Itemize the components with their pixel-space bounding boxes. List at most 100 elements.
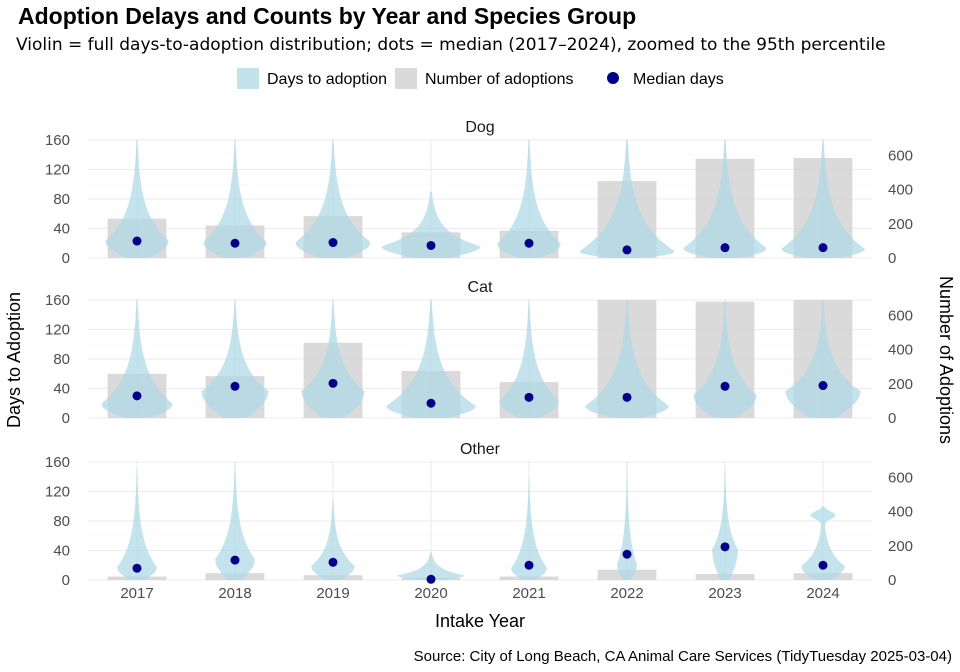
median-point xyxy=(328,378,338,388)
median-point xyxy=(720,381,730,391)
legend-swatch-days xyxy=(237,68,259,89)
x-tick-label: 2019 xyxy=(316,585,349,602)
panel-label: Cat xyxy=(468,279,493,296)
y-tick-label: 80 xyxy=(53,513,70,530)
violin xyxy=(584,300,670,418)
median-point xyxy=(230,238,240,248)
y-tick-label: 160 xyxy=(45,132,70,149)
violin xyxy=(499,300,559,418)
violin xyxy=(396,552,466,580)
y-tick-label: 0 xyxy=(62,572,70,589)
median-point xyxy=(622,245,632,255)
y-tick-label: 0 xyxy=(62,410,70,427)
legend-swatch-median xyxy=(607,72,619,84)
legend-label-median: Median days xyxy=(633,71,724,88)
median-point xyxy=(818,560,828,570)
median-point xyxy=(818,243,828,253)
y-tick-label: 160 xyxy=(45,292,70,309)
median-point xyxy=(132,391,142,401)
violin xyxy=(105,140,169,258)
y-right-tick-label: 600 xyxy=(888,147,913,164)
x-axis-title: Intake Year xyxy=(435,611,525,631)
median-point xyxy=(524,560,534,570)
median-point xyxy=(426,240,436,250)
x-tick-label: 2023 xyxy=(708,585,741,602)
median-point xyxy=(328,238,338,248)
legend-label-count: Number of adoptions xyxy=(425,71,574,88)
violin xyxy=(579,140,675,258)
legend: Days to adoption Number of adoptions Med… xyxy=(237,68,724,89)
panel-label: Dog xyxy=(465,119,494,136)
violin xyxy=(617,462,637,580)
x-tick-label: 2018 xyxy=(218,585,251,602)
violin xyxy=(497,140,561,258)
y-right-tick-label: 200 xyxy=(888,376,913,393)
median-point xyxy=(426,574,436,584)
violin xyxy=(683,140,767,258)
x-tick-label: 2017 xyxy=(120,585,153,602)
median-point xyxy=(132,236,142,246)
y-axis-right-title: Number of Adoptions xyxy=(936,276,956,444)
median-point xyxy=(230,555,240,565)
x-tick-label: 2022 xyxy=(610,585,643,602)
y-right-tick-label: 400 xyxy=(888,182,913,199)
chart-title: Adoption Delays and Counts by Year and S… xyxy=(18,3,636,29)
y-right-tick-label: 0 xyxy=(888,572,896,589)
y-right-tick-label: 200 xyxy=(888,538,913,555)
y-tick-label: 120 xyxy=(45,484,70,501)
median-point xyxy=(720,542,730,552)
violin xyxy=(693,300,757,418)
legend-label-days: Days to adoption xyxy=(267,71,387,88)
x-tick-label: 2020 xyxy=(414,585,447,602)
median-point xyxy=(818,381,828,391)
y-right-tick-label: 600 xyxy=(888,469,913,486)
median-point xyxy=(230,381,240,391)
y-tick-label: 160 xyxy=(45,454,70,471)
violin xyxy=(203,140,267,258)
chart-subtitle: Violin = full days-to-adoption distribut… xyxy=(16,35,886,55)
y-right-tick-label: 0 xyxy=(888,410,896,427)
y-tick-label: 120 xyxy=(45,162,70,179)
violin xyxy=(381,191,481,258)
median-point xyxy=(524,238,534,248)
median-point xyxy=(622,549,632,559)
plot-area: Dog040801201600200400600Cat0408012016002… xyxy=(45,119,913,602)
legend-swatch-count xyxy=(395,68,417,89)
x-tick-label: 2021 xyxy=(512,585,545,602)
y-right-tick-label: 600 xyxy=(888,307,913,324)
median-point xyxy=(132,563,142,573)
y-right-tick-label: 400 xyxy=(888,504,913,521)
y-tick-label: 80 xyxy=(53,351,70,368)
chart-caption: Source: City of Long Beach, CA Animal Ca… xyxy=(414,648,952,665)
y-tick-label: 40 xyxy=(53,221,70,238)
y-tick-label: 0 xyxy=(62,250,70,267)
violin xyxy=(116,469,158,580)
violin xyxy=(780,140,866,258)
median-point xyxy=(622,392,632,402)
violin xyxy=(311,498,355,580)
y-right-tick-label: 0 xyxy=(888,250,896,267)
y-right-tick-label: 400 xyxy=(888,342,913,359)
panel-label: Other xyxy=(460,441,501,458)
y-tick-label: 40 xyxy=(53,381,70,398)
violin xyxy=(201,300,269,418)
violin xyxy=(301,300,365,418)
median-point xyxy=(524,392,534,402)
violin xyxy=(385,300,477,418)
x-tick-label: 2024 xyxy=(806,585,839,602)
y-tick-label: 80 xyxy=(53,191,70,208)
violin xyxy=(101,300,173,418)
violin xyxy=(215,462,255,580)
violin xyxy=(801,506,845,580)
median-point xyxy=(720,243,730,253)
y-axis-title: Days to Adoption xyxy=(4,292,24,428)
violin xyxy=(785,300,861,418)
median-point xyxy=(426,398,436,408)
violin xyxy=(295,140,371,258)
median-point xyxy=(328,557,338,567)
y-tick-label: 120 xyxy=(45,322,70,339)
y-tick-label: 40 xyxy=(53,543,70,560)
violin xyxy=(510,476,548,580)
y-right-tick-label: 200 xyxy=(888,216,913,233)
